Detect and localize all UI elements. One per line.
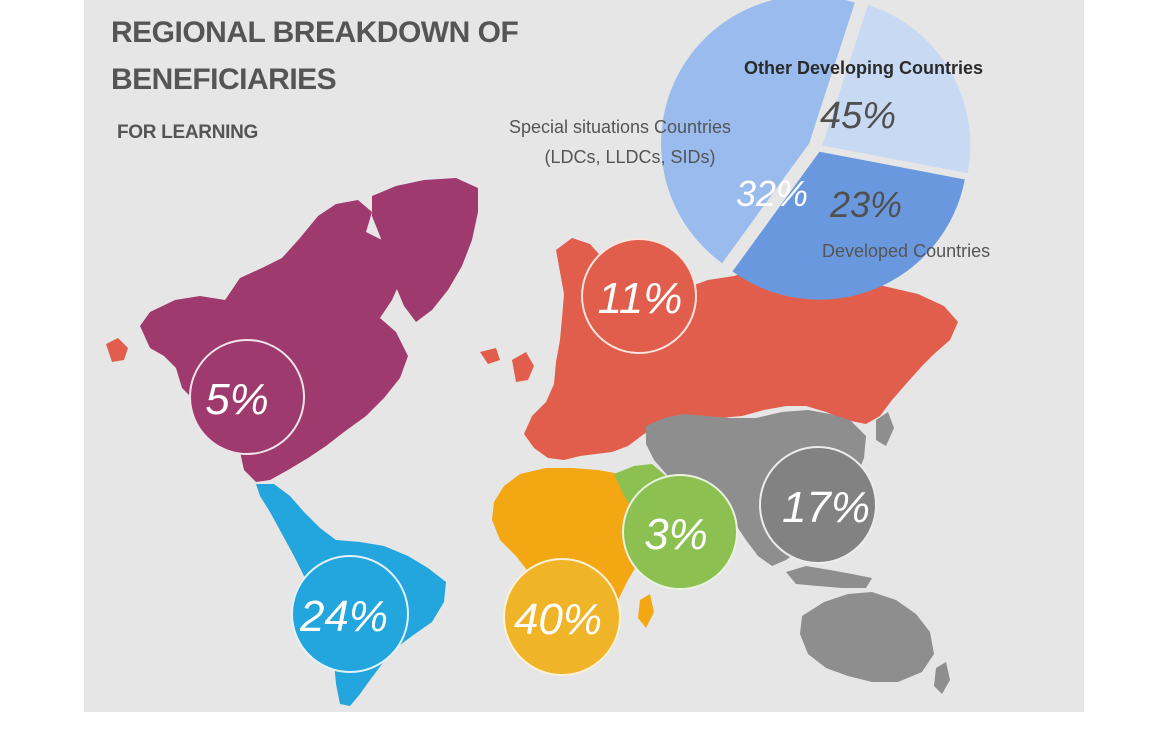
bubble-latin-america <box>291 555 409 673</box>
bubble-africa <box>503 558 621 676</box>
map-japan <box>876 412 894 446</box>
pie-slice-special <box>732 151 965 300</box>
map-iceland <box>480 348 500 364</box>
pie-label-developed: Developed Countries <box>822 241 990 261</box>
bubble-label-north-america: 5% <box>205 375 269 424</box>
bubble-label-europe-russia: 11% <box>598 274 683 323</box>
map-new-zealand <box>934 662 950 694</box>
map-greenland <box>372 178 478 322</box>
bubble-label-asia-oceania: 17% <box>782 483 870 532</box>
pie-value-other-developing: 45% <box>820 95 896 137</box>
pie-value-developed: 23% <box>829 184 902 225</box>
region-bubbles: 5% 24% 11% 40% 3% 17% <box>189 238 877 676</box>
pie-value-special: 32% <box>736 173 808 214</box>
map-north-america <box>140 200 408 482</box>
pie-slice-developed <box>822 4 971 174</box>
bubble-middle-east <box>622 474 738 590</box>
bubble-asia-oceania <box>759 446 877 564</box>
bubble-north-america <box>189 339 305 455</box>
title-line-1: REGIONAL BREAKDOWN OF <box>111 16 519 49</box>
map-australia <box>800 592 934 682</box>
title-line-2: BENEFICIARIES <box>111 63 337 96</box>
bubble-label-latin-america: 24% <box>299 592 388 641</box>
pie-label-special-line-1: Special situations Countries <box>509 117 731 137</box>
bubble-label-middle-east: 3% <box>644 510 708 559</box>
bubble-europe-russia <box>581 238 697 354</box>
pie-label-special-line-2: (LDCs, LLDCs, SIDs) <box>544 147 715 167</box>
bottom-margin <box>0 712 1170 730</box>
map-alaska-tip <box>106 338 128 362</box>
pie-slice-other-developing <box>661 0 855 264</box>
map-uk <box>512 352 534 382</box>
map-indonesia <box>786 566 872 588</box>
bubble-label-africa: 40% <box>514 595 602 644</box>
map-madagascar <box>638 594 654 628</box>
pie-label-other-developing: Other Developing Countries <box>744 58 983 78</box>
pie-chart <box>661 0 971 300</box>
subtitle: FOR LEARNING <box>117 122 259 143</box>
